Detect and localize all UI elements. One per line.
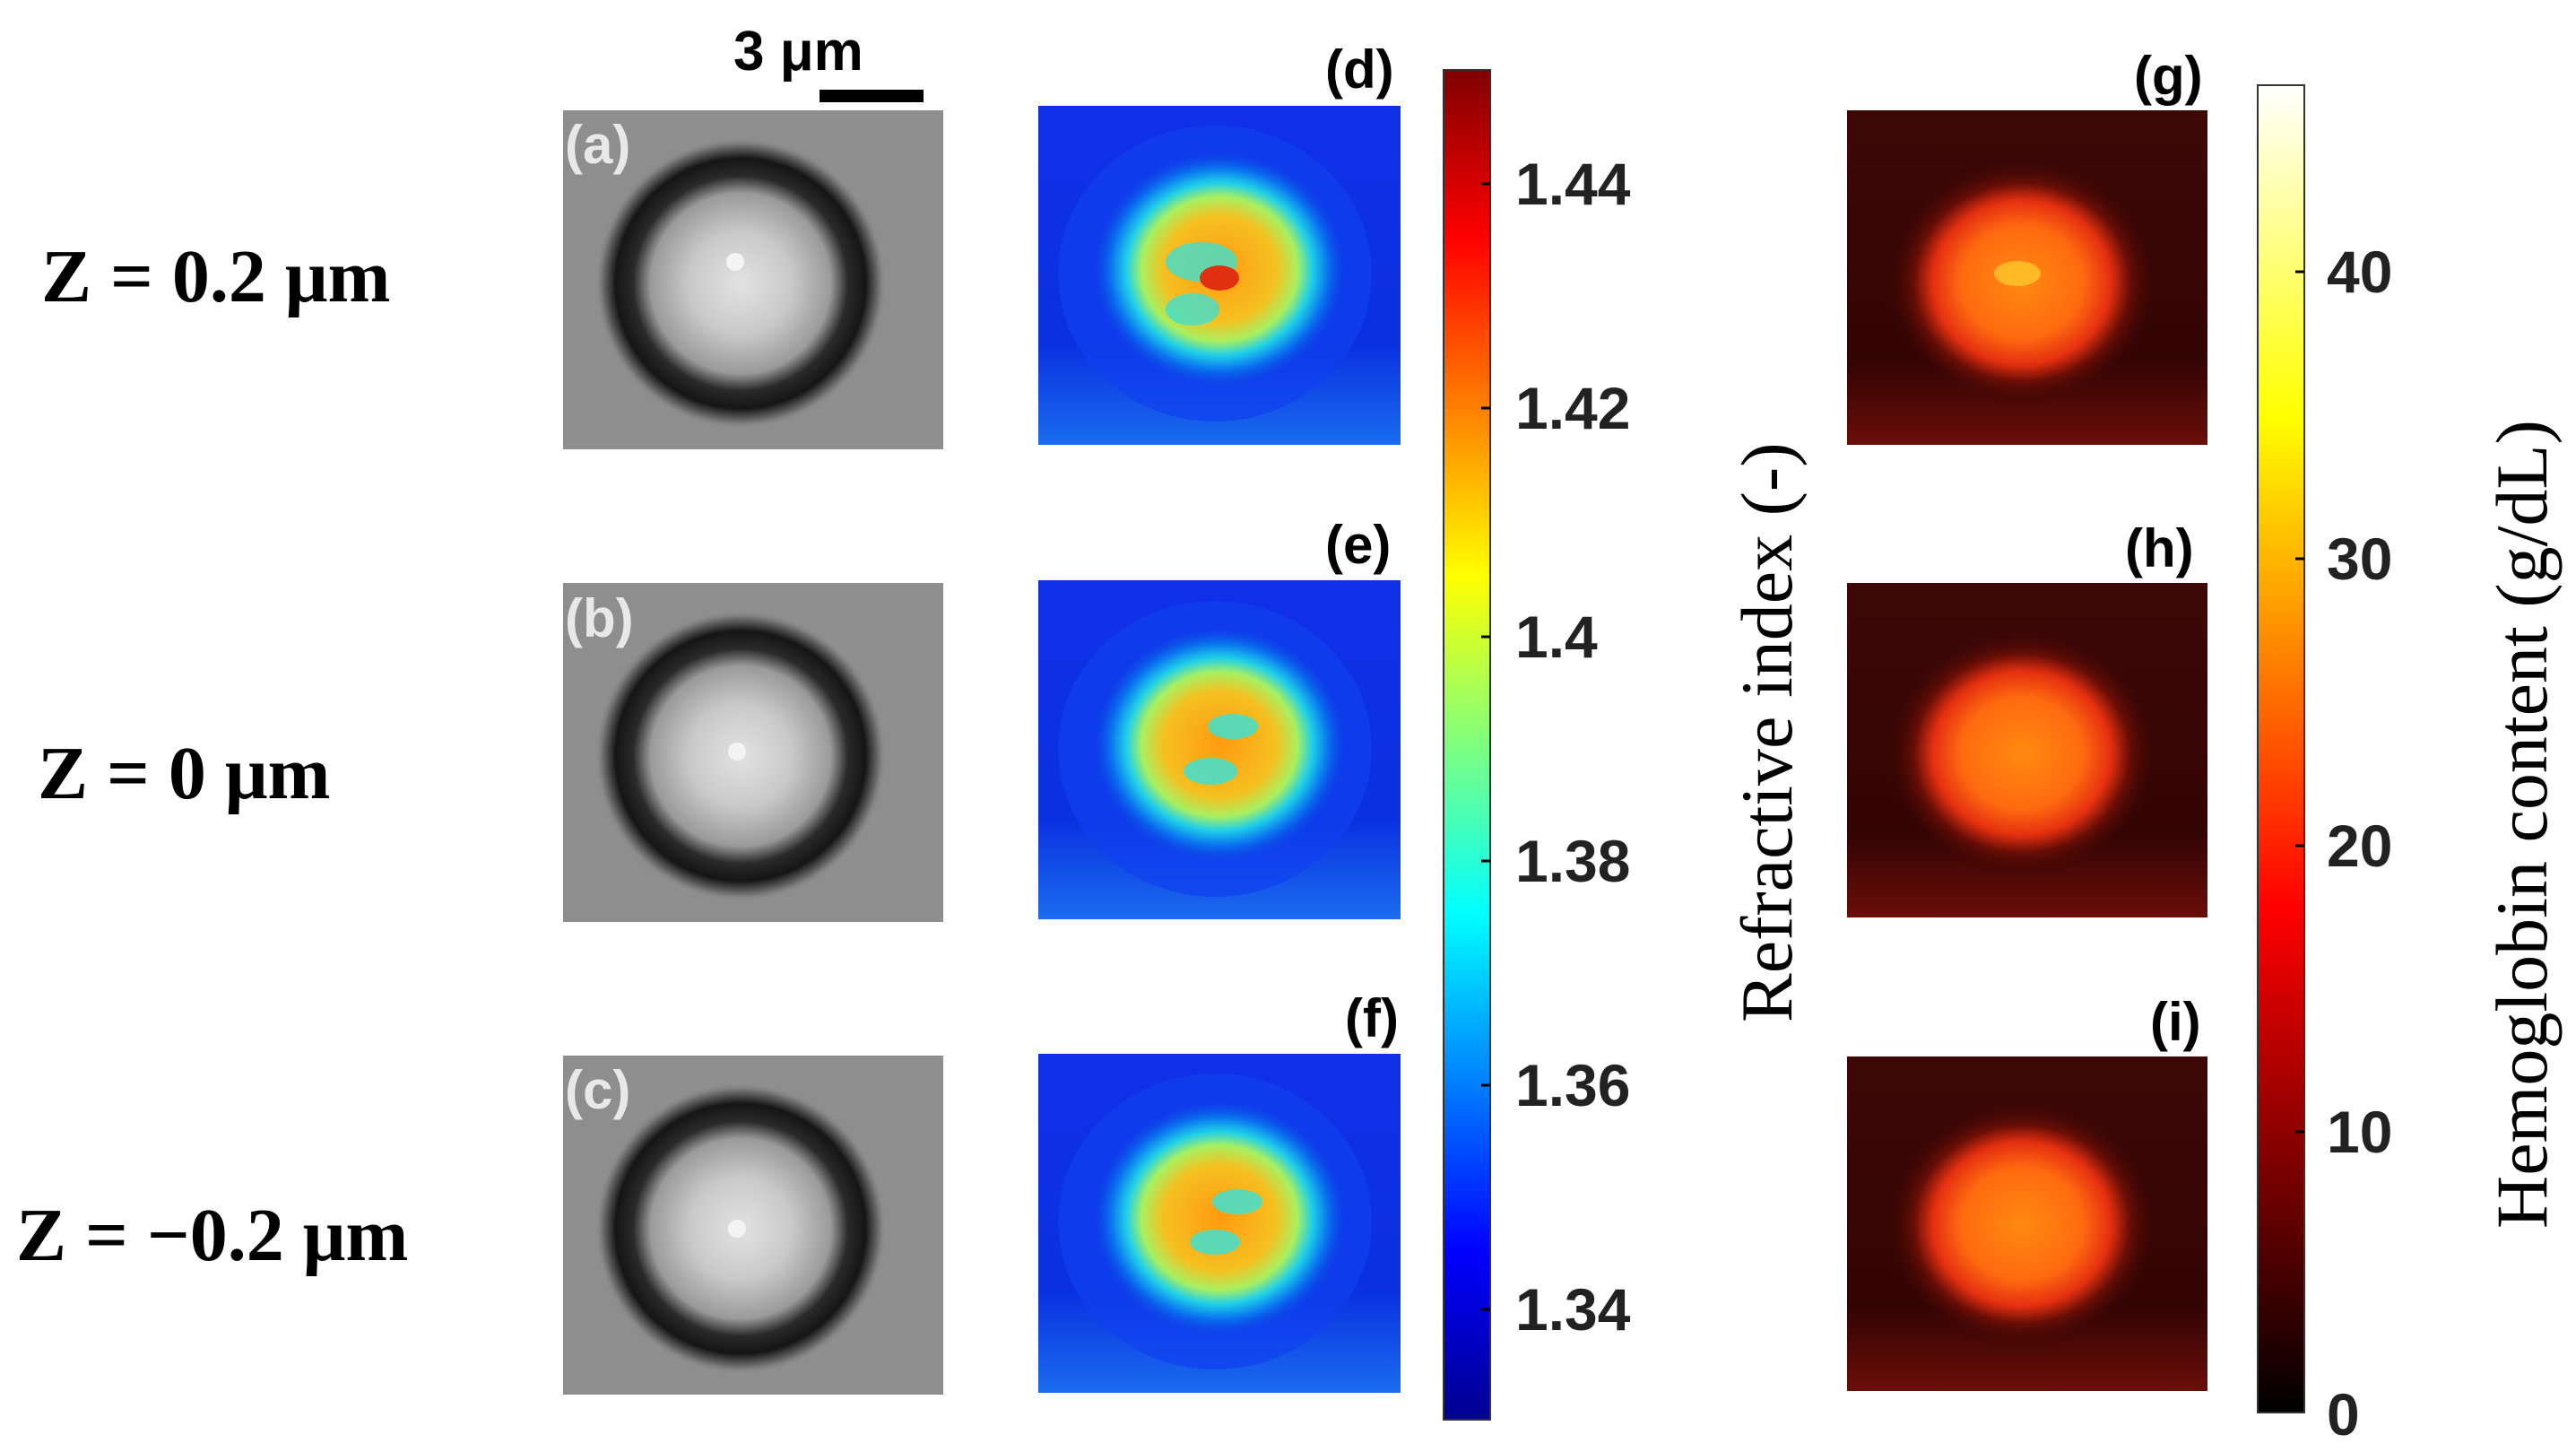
panel-label-a: (a) — [565, 115, 630, 175]
hb-tick-30: 30 — [2327, 526, 2392, 592]
panel-c — [563, 1056, 943, 1395]
panel-g — [1847, 110, 2207, 445]
ri-tick-2: 1.42 — [1515, 375, 1630, 441]
hb-tick-20: 20 — [2327, 813, 2392, 879]
hb-axis-label: Hemoglobin content (g/dL) — [2481, 420, 2563, 1229]
colorbar-hb-ticks — [2295, 270, 2304, 1134]
scale-bar — [820, 90, 924, 102]
ri-tick-5: 1.36 — [1515, 1052, 1630, 1118]
ri-axis-label: Refractive index (-) — [1726, 442, 1808, 1022]
panel-label-d: (d) — [1325, 39, 1394, 100]
panel-f — [1038, 1054, 1401, 1393]
panel-label-g: (g) — [2134, 46, 2203, 106]
colorbar-hemoglobin — [2257, 84, 2305, 1413]
ri-tick-4: 1.38 — [1515, 828, 1630, 894]
panel-label-b: (b) — [565, 588, 634, 648]
panel-d — [1038, 106, 1401, 445]
ri-tick-1: 1.44 — [1515, 151, 1631, 217]
hb-tick-40: 40 — [2327, 239, 2392, 305]
colorbar-ri-ticks — [1481, 182, 1490, 1311]
z-label-row-1: Z = 0.2 μm — [41, 235, 390, 318]
panel-a — [563, 110, 943, 449]
scale-bar-label: 3 μm — [733, 21, 863, 83]
z-label-row-3: Z = −0.2 μm — [16, 1194, 408, 1277]
panel-b — [563, 583, 943, 922]
panel-label-i: (i) — [2150, 992, 2201, 1052]
ri-tick-6: 1.34 — [1515, 1276, 1631, 1343]
panel-label-c: (c) — [565, 1060, 630, 1120]
hb-tick-10: 10 — [2327, 1099, 2392, 1165]
panel-label-h: (h) — [2125, 518, 2194, 578]
panel-i — [1847, 1056, 2207, 1391]
panel-label-f: (f) — [1345, 988, 1399, 1048]
panel-h — [1847, 583, 2207, 917]
panel-e — [1038, 580, 1401, 919]
z-label-row-2: Z = 0 μm — [38, 732, 330, 815]
hb-tick-0: 0 — [2327, 1381, 2360, 1448]
panel-label-e: (e) — [1325, 515, 1391, 575]
colorbar-refractive-index — [1443, 69, 1491, 1421]
ri-tick-3: 1.4 — [1515, 604, 1598, 670]
